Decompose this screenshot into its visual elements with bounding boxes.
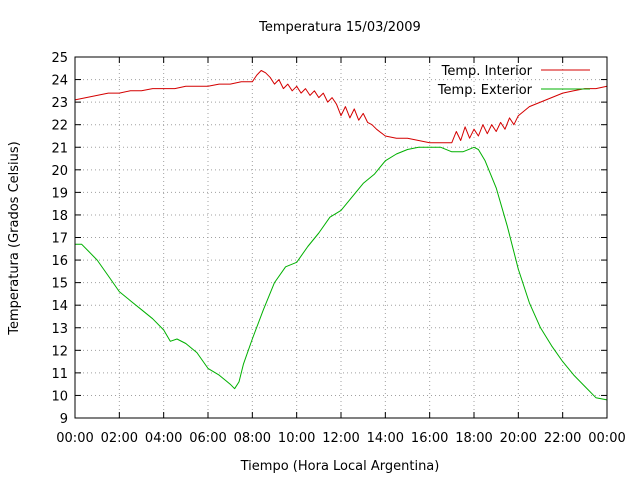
y-tick-label: 21 (51, 141, 68, 156)
y-tick-label: 10 (51, 389, 68, 404)
x-tick-label: 14:00 (367, 431, 404, 446)
x-tick-label: 06:00 (189, 431, 226, 446)
y-tick-label: 14 (51, 299, 68, 314)
y-tick-label: 13 (51, 322, 68, 337)
x-tick-label: 04:00 (145, 431, 182, 446)
x-axis-label: Tiempo (Hora Local Argentina) (240, 459, 440, 474)
chart-title: Temperatura 15/03/2009 (258, 20, 421, 35)
legend-label-interior: Temp. Interior (441, 64, 533, 79)
y-tick-label: 24 (51, 74, 68, 89)
series-lines (74, 70, 608, 401)
x-tick-label: 02:00 (101, 431, 138, 446)
grid-lines (75, 57, 607, 418)
y-tick-label: 25 (51, 51, 68, 66)
y-tick-label: 9 (60, 412, 68, 427)
y-tick-label: 17 (51, 232, 68, 247)
x-tick-label: 16:00 (411, 431, 448, 446)
y-axis-label: Temperatura (Grados Celsius) (7, 141, 22, 335)
axis-ticks: 9 10 11 12 13 14 15 16 17 18 19 20 21 22 23 24 25 00:00 02… (51, 51, 625, 446)
x-tick-label: 00:00 (56, 431, 93, 446)
x-tick-label: 20:00 (500, 431, 537, 446)
y-tick-label: 15 (51, 277, 68, 292)
y-tick-label: 11 (51, 367, 68, 382)
legend-label-exterior: Temp. Exterior (437, 83, 533, 98)
x-tick-label: 00:00 (588, 431, 625, 446)
y-tick-label: 18 (51, 209, 68, 224)
y-tick-label: 12 (51, 344, 68, 359)
x-tick-label: 22:00 (544, 431, 581, 446)
x-tick-label: 10:00 (278, 431, 315, 446)
legend: Temp. Interior Temp. Exterior (437, 64, 590, 98)
y-tick-label: 19 (51, 186, 68, 201)
x-tick-label: 18:00 (455, 431, 492, 446)
series-line-interior (74, 70, 608, 144)
y-tick-label: 23 (51, 96, 68, 111)
y-tick-label: 20 (51, 164, 68, 179)
y-tick-label: 22 (51, 119, 68, 134)
x-tick-label: 12:00 (322, 431, 359, 446)
series-line-exterior (75, 146, 608, 401)
x-tick-label: 08:00 (234, 431, 271, 446)
y-tick-label: 16 (51, 254, 68, 269)
plot-border (74, 56, 608, 419)
